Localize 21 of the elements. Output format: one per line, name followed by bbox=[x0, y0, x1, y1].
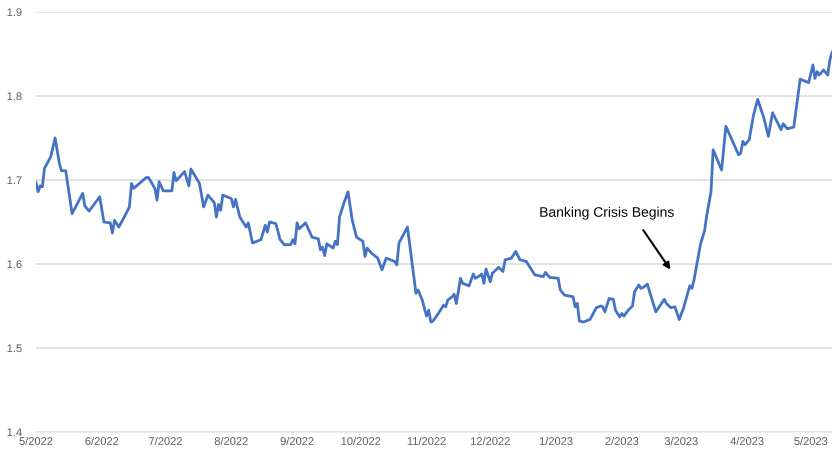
x-tick-label: 5/2022 bbox=[19, 436, 52, 446]
x-tick-label: 5/2023 bbox=[794, 436, 828, 446]
x-tick-label: 7/2022 bbox=[149, 436, 182, 446]
x-tick-label: 6/2022 bbox=[85, 436, 118, 446]
x-tick-label: 8/2022 bbox=[214, 436, 248, 446]
y-tick-label: 1.5 bbox=[8, 344, 22, 352]
y-tick-label: 1.4 bbox=[8, 428, 22, 436]
x-tick-label: 12/2022 bbox=[471, 436, 510, 446]
annotation: Banking Crisis Begins bbox=[540, 206, 674, 220]
x-tick-label: 1/2023 bbox=[540, 436, 573, 446]
x-tick-label: 11/2022 bbox=[408, 436, 446, 446]
x-tick-label: 3/2023 bbox=[664, 436, 698, 446]
line-series bbox=[36, 50, 832, 324]
x-tick-label: 9/2022 bbox=[280, 436, 314, 446]
x-tick-label: 10/2022 bbox=[342, 436, 380, 446]
y-tick-label: 1.7 bbox=[8, 176, 22, 184]
x-tick-label: 2/2023 bbox=[605, 436, 638, 446]
y-tick-label: 1.6 bbox=[8, 260, 22, 268]
y-tick-label: 1.9 bbox=[8, 8, 22, 16]
y-tick-label: 1.8 bbox=[8, 92, 22, 100]
x-tick-label: 4/2023 bbox=[730, 436, 764, 446]
